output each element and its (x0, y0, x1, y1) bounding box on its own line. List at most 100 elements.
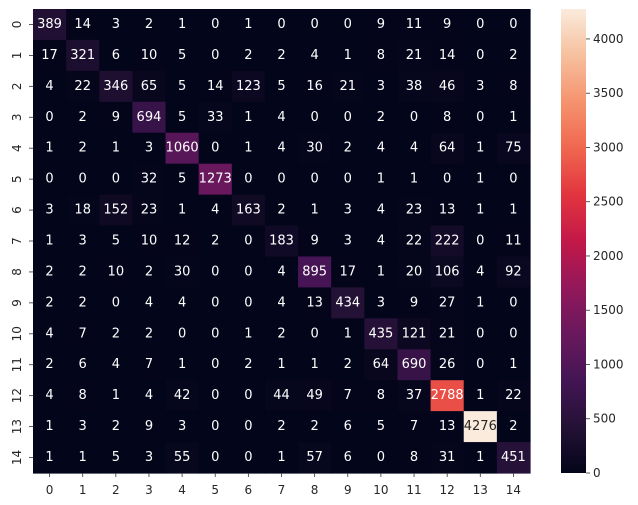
heatmap-cell (496, 194, 531, 227)
heatmap-cell (66, 163, 100, 196)
heatmap-cell (33, 287, 67, 319)
heatmap-cell (66, 442, 100, 474)
heatmap-cell (66, 70, 100, 103)
heatmap-cell (231, 9, 266, 41)
heatmap-cell (99, 70, 133, 103)
cell-value-label: 183 (269, 234, 294, 249)
colorbar-tick-label: 1500 (593, 303, 624, 317)
cell-value-label: 1273 (199, 172, 232, 187)
heatmap-cell (496, 318, 531, 350)
heatmap-cell (99, 442, 133, 474)
heatmap-cell (264, 225, 299, 258)
heatmap-cell (33, 318, 67, 350)
heatmap-cell (198, 163, 233, 196)
heatmap-cell (264, 318, 299, 350)
x-tick-label: 8 (311, 483, 319, 497)
heatmap-cell (298, 39, 332, 72)
x-tick-label: 13 (473, 483, 488, 497)
heatmap-cell (496, 411, 531, 443)
cell-value-label: 27 (439, 295, 456, 310)
y-tick-label: 0 (10, 21, 24, 29)
cell-value-label: 4 (377, 234, 385, 249)
heatmap-cell (132, 318, 167, 350)
heatmap-cell (331, 225, 365, 258)
heatmap-cell (364, 442, 399, 474)
cell-value-label: 106 (435, 264, 460, 279)
heatmap-cell (298, 9, 332, 41)
cell-value-label: 1 (476, 450, 484, 465)
cell-value-label: 1 (509, 110, 517, 125)
heatmap-cell (264, 9, 299, 41)
heatmap-cell (231, 442, 266, 474)
heatmap-cell (165, 287, 200, 319)
heatmap-cell (264, 101, 299, 134)
heatmap-cell (231, 287, 266, 319)
heatmap-cell (430, 442, 465, 474)
cell-value-label: 4 (45, 388, 53, 403)
heatmap-cell (496, 287, 531, 319)
heatmap-cell (132, 70, 167, 103)
x-tick-label: 6 (245, 483, 253, 497)
heatmap-cell (231, 225, 266, 258)
x-tick-label: 12 (440, 483, 455, 497)
heatmap-cell (165, 256, 200, 288)
cell-value-label: 30 (174, 264, 191, 279)
heatmap-cell (397, 101, 432, 134)
heatmap-cell (430, 70, 465, 103)
cell-value-label: 2 (79, 110, 87, 125)
y-tick-label: 3 (10, 113, 24, 121)
cell-value-label: 57 (306, 450, 323, 465)
heatmap-cell (198, 318, 233, 350)
cell-value-label: 5 (178, 110, 186, 125)
heatmap-cell (496, 380, 531, 412)
cell-value-label: 23 (141, 203, 158, 218)
cell-value-label: 0 (244, 388, 252, 403)
y-tick-label: 6 (10, 206, 24, 214)
cell-value-label: 37 (406, 388, 423, 403)
heatmap-cell (165, 380, 200, 412)
heatmap-cell (430, 101, 465, 134)
heatmap-cell (99, 411, 133, 443)
heatmap-cell (496, 39, 531, 72)
heatmap-cell (264, 39, 299, 72)
cell-value-label: 0 (211, 388, 219, 403)
heatmap-cell (430, 287, 465, 319)
cell-value-label: 13 (439, 419, 456, 434)
colorbar-tick-label: 3500 (593, 86, 624, 100)
cell-value-label: 2 (145, 17, 153, 32)
heatmap-cell (165, 349, 200, 381)
heatmap-cell (132, 39, 167, 72)
cell-value-label: 3 (178, 419, 186, 434)
x-tick-label: 11 (406, 483, 421, 497)
heatmap-cell (198, 101, 233, 134)
heatmap-cell (463, 411, 498, 443)
cell-value-label: 0 (476, 234, 484, 249)
heatmap-cell (99, 380, 133, 412)
heatmap-cell (231, 101, 266, 134)
x-tick-label: 14 (506, 483, 521, 497)
heatmap-cell (99, 194, 133, 227)
heatmap-cell (463, 256, 498, 288)
heatmap-cell (397, 163, 432, 196)
heatmap-cell (165, 39, 200, 72)
heatmap-cell (364, 318, 399, 350)
cell-value-label: 346 (103, 79, 128, 94)
heatmap-cell (165, 318, 200, 350)
cell-value-label: 2 (344, 357, 352, 372)
cell-value-label: 4 (277, 264, 285, 279)
heatmap-cell (231, 132, 266, 165)
cell-value-label: 0 (211, 450, 219, 465)
heatmap-cell (132, 132, 167, 165)
cell-value-label: 9 (443, 17, 451, 32)
heatmap-cell (132, 9, 167, 41)
cell-value-label: 0 (211, 17, 219, 32)
cell-value-label: 2 (79, 295, 87, 310)
cell-value-label: 0 (79, 172, 87, 187)
cell-value-label: 4 (211, 203, 219, 218)
cell-value-label: 22 (505, 388, 522, 403)
cell-value-label: 1 (178, 203, 186, 218)
heatmap-cell (298, 256, 332, 288)
cell-value-label: 1 (310, 203, 318, 218)
heatmap-cell (66, 194, 100, 227)
